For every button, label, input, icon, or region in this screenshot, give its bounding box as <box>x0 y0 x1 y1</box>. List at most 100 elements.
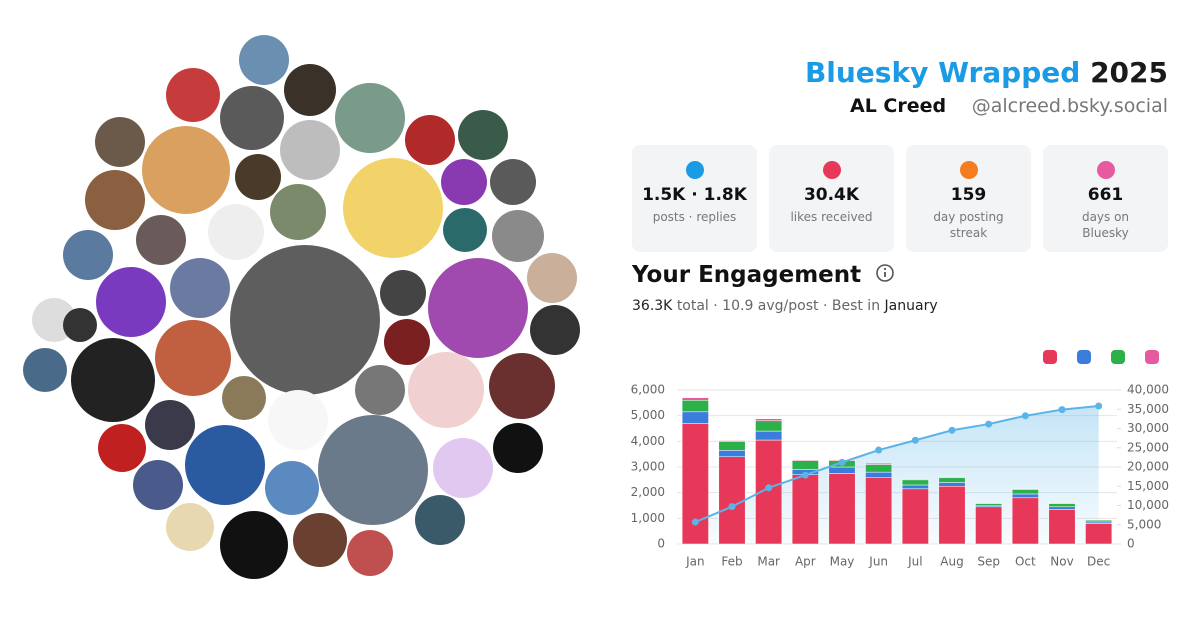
avatar[interactable] <box>98 424 146 472</box>
y2-tick-label: 20,000 <box>1127 460 1169 474</box>
stat-icon <box>822 161 841 179</box>
avatar[interactable] <box>268 390 328 450</box>
stat-icon-shape <box>959 161 978 179</box>
stat-icon <box>685 161 704 179</box>
avatar[interactable] <box>63 230 113 280</box>
avatar[interactable] <box>284 64 336 116</box>
avatar[interactable] <box>265 461 319 515</box>
avatar[interactable] <box>136 215 186 265</box>
avatar[interactable] <box>458 110 508 160</box>
avatar[interactable] <box>185 425 265 505</box>
avatar[interactable] <box>335 83 405 153</box>
bar-segment <box>718 456 746 545</box>
y-tick-label: 6,000 <box>631 383 665 397</box>
stat-icon-shape <box>1096 161 1115 179</box>
avatar[interactable] <box>355 365 405 415</box>
avatar[interactable] <box>220 511 288 579</box>
avatar[interactable] <box>415 495 465 545</box>
y2-tick-label: 30,000 <box>1127 421 1169 435</box>
stat-value: 1.5K · 1.8K <box>642 185 747 205</box>
legend-icon[interactable] <box>1077 350 1091 364</box>
avatar[interactable] <box>85 170 145 230</box>
bar-segment <box>1048 503 1076 508</box>
avatar[interactable] <box>530 305 580 355</box>
bar-segment <box>1011 493 1039 499</box>
avatar[interactable] <box>380 270 426 316</box>
avatar[interactable] <box>170 258 230 318</box>
y-tick-label: 3,000 <box>631 460 665 474</box>
line-point <box>801 471 809 479</box>
avatar[interactable] <box>490 159 536 205</box>
avatar[interactable] <box>145 400 195 450</box>
avatar[interactable] <box>384 319 430 365</box>
avatar[interactable] <box>489 353 555 419</box>
bar-segment <box>975 502 1003 504</box>
avatar[interactable] <box>318 415 428 525</box>
bar-segment <box>938 482 966 487</box>
stat-value: 30.4K <box>803 185 860 205</box>
avatar[interactable] <box>142 126 230 214</box>
bar-segment <box>755 418 783 422</box>
avatar[interactable] <box>222 376 266 420</box>
avatar[interactable] <box>63 308 97 342</box>
avatar[interactable] <box>166 503 214 551</box>
avatar[interactable] <box>408 352 484 428</box>
stat-icon <box>959 161 978 179</box>
avatar[interactable] <box>166 68 220 122</box>
stat-card: 1.5K · 1.8K posts · replies <box>632 145 757 252</box>
avatar[interactable] <box>95 117 145 167</box>
avatar[interactable] <box>280 120 340 180</box>
legend-icon[interactable] <box>1111 350 1125 364</box>
avatar[interactable] <box>428 258 528 358</box>
avatar[interactable] <box>96 267 166 337</box>
avatar[interactable] <box>343 158 443 258</box>
avatar[interactable] <box>405 115 455 165</box>
avatar[interactable] <box>270 184 326 240</box>
y2-tick-label: 5,000 <box>1127 517 1161 531</box>
avatar[interactable] <box>492 210 544 262</box>
line-point <box>1021 412 1029 420</box>
x-tick-label: Feb <box>721 555 742 569</box>
avatar[interactable] <box>433 438 493 498</box>
line-point <box>948 426 956 434</box>
best-month: January <box>884 298 938 314</box>
info-icon[interactable] <box>875 263 895 283</box>
avatar[interactable] <box>235 154 281 200</box>
avatar[interactable] <box>230 245 380 395</box>
avatar[interactable] <box>208 204 264 260</box>
avatar[interactable] <box>239 35 289 85</box>
stat-label: posts · replies <box>652 210 737 224</box>
avatar[interactable] <box>443 208 487 252</box>
bar-segment <box>938 476 966 479</box>
avatar[interactable] <box>23 348 67 392</box>
bar-segment <box>791 474 819 545</box>
avatar[interactable] <box>71 338 155 422</box>
stat-label: days on Bluesky <box>1081 210 1130 240</box>
bar-segment <box>1011 497 1039 545</box>
avatar[interactable] <box>133 460 183 510</box>
legend-icon[interactable] <box>1145 350 1159 364</box>
avatar[interactable] <box>293 513 347 567</box>
summary-text: total · 10.9 avg/post · Best in <box>676 298 881 314</box>
title: Bluesky Wrapped 2025 <box>805 56 1168 89</box>
stat-card: 159 day posting streak <box>906 145 1031 252</box>
avatar[interactable] <box>493 423 543 473</box>
x-tick-label: Jul <box>907 555 922 569</box>
stat-icon-shape <box>685 161 704 179</box>
avatar[interactable] <box>347 530 393 576</box>
cumulative-line <box>694 404 1099 523</box>
x-tick-label: Mar <box>757 555 780 569</box>
bar-segment <box>681 411 709 424</box>
avatar[interactable] <box>220 86 284 150</box>
stat-value: 661 <box>1087 185 1124 205</box>
avatar[interactable] <box>527 253 577 303</box>
stat-label: day posting streak <box>933 210 1004 240</box>
legend-icon[interactable] <box>1043 350 1057 364</box>
line-point <box>985 420 993 428</box>
avatar[interactable] <box>155 320 231 396</box>
bar-segment <box>901 488 929 545</box>
bar-segment <box>755 430 783 441</box>
avatar[interactable] <box>441 159 487 205</box>
handle: @alcreed.bsky.social <box>971 95 1168 117</box>
x-tick-label: May <box>830 555 855 569</box>
